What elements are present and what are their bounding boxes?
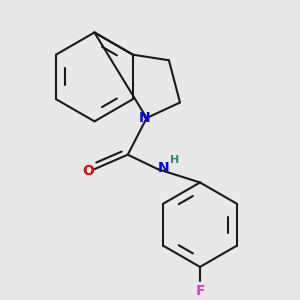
Text: O: O [82, 164, 94, 178]
Text: N: N [139, 111, 150, 125]
Text: N: N [158, 161, 169, 175]
Text: H: H [170, 155, 179, 165]
Text: F: F [195, 284, 205, 298]
